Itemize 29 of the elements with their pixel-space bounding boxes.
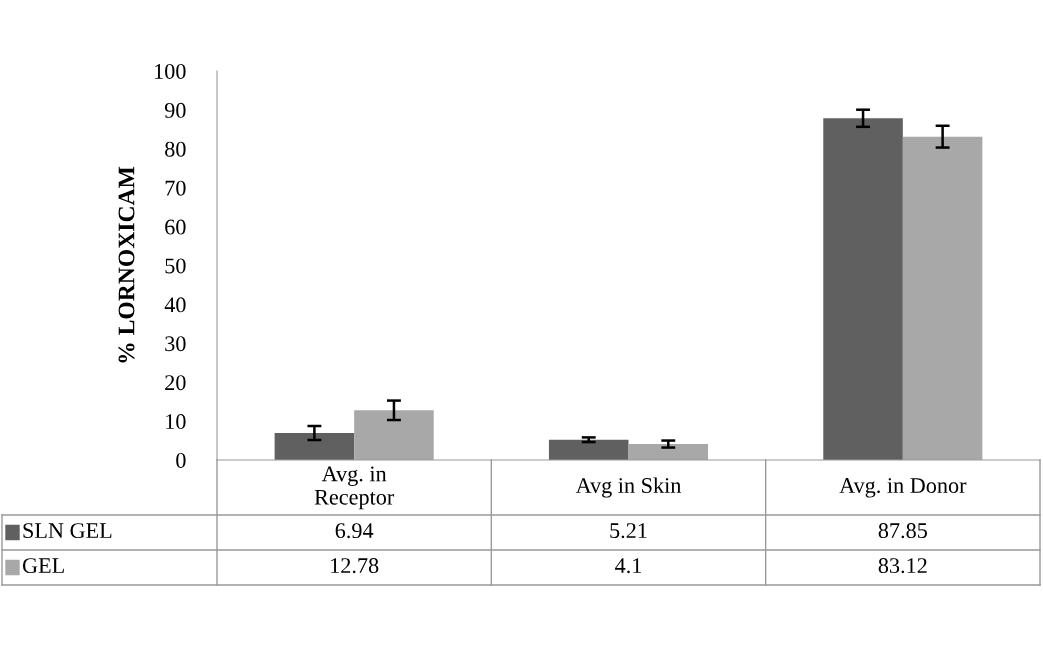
y-tick-label: 10: [166, 414, 186, 430]
x-tick-label: Avg. in Donor: [839, 478, 967, 498]
bar: [548, 439, 629, 460]
y-tick-label: 80: [165, 141, 186, 157]
data-label: 5.21: [610, 523, 647, 539]
y-tick-label: 20: [165, 375, 186, 391]
x-tick-label: Avg. in Receptor: [314, 466, 395, 510]
y-axis-title: % LORNOXICAM: [118, 166, 135, 363]
data-label: 6.94: [335, 523, 374, 539]
bar: [823, 118, 903, 460]
data-label: 87.85: [878, 523, 927, 539]
y-tick-label: 60: [165, 219, 186, 235]
bar: [628, 444, 709, 460]
x-tick-label: Avg in Skin: [575, 477, 682, 498]
bar: [354, 410, 434, 460]
y-tick-label: 70: [165, 180, 186, 196]
legend-label: SLN GEL: [23, 523, 112, 539]
data-label: 83.12: [878, 558, 927, 574]
y-tick-label: 50: [165, 258, 186, 274]
y-tick-label: 0: [176, 452, 186, 468]
y-tick-label: 100: [155, 63, 186, 79]
data-label: 12.78: [331, 558, 379, 574]
bar: [902, 136, 983, 460]
y-tick-label: 30: [165, 336, 186, 352]
y-tick-label: 90: [164, 102, 186, 118]
data-label: 4.1: [615, 558, 642, 574]
bar: [274, 433, 355, 460]
legend-label: GEL: [22, 558, 64, 574]
y-tick-label: 40: [164, 297, 186, 313]
